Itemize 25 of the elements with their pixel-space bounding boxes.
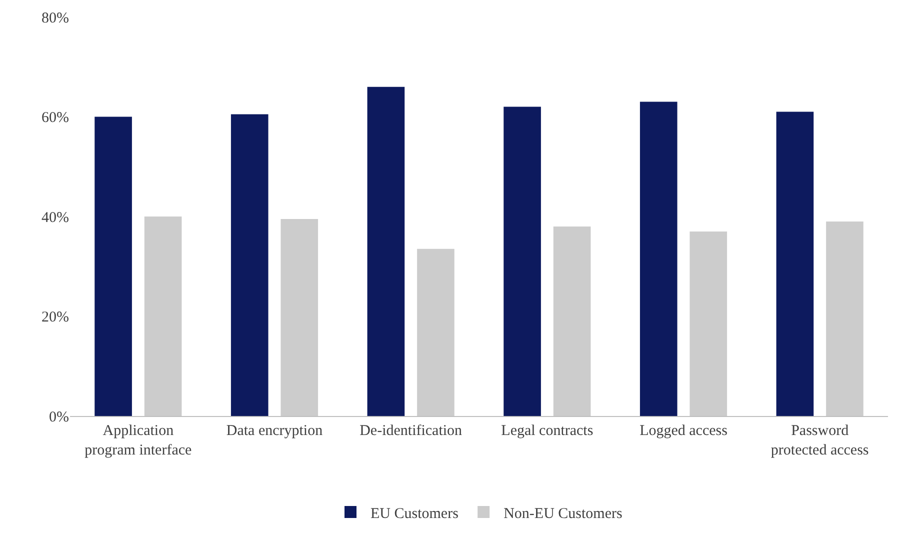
bar	[417, 248, 454, 416]
x-tick-label: Logged access	[640, 423, 728, 439]
bar	[826, 221, 864, 416]
bar	[640, 102, 678, 416]
legend-label: EU Customers	[370, 506, 459, 522]
legend-label: Non-EU Customers	[504, 506, 622, 522]
y-tick-label: 40%	[42, 210, 69, 226]
bar	[144, 216, 182, 416]
x-tick-label: Data encryption	[226, 423, 324, 439]
bar	[230, 114, 268, 416]
y-tick-label: 0%	[49, 409, 69, 426]
x-tick-label: Legal contracts	[501, 423, 594, 439]
x-tick-label: Application program interface	[84, 423, 192, 458]
y-tick-label: 80%	[42, 10, 69, 26]
y-tick-label: 20%	[42, 310, 69, 326]
bar	[504, 106, 541, 416]
bar	[367, 86, 405, 416]
bar	[690, 231, 728, 416]
bar	[776, 112, 814, 416]
x-tick-label: De-identification	[360, 423, 463, 439]
bar	[280, 218, 318, 416]
bar	[553, 226, 591, 416]
bar	[94, 116, 132, 416]
x-tick-label: Password protected access	[770, 423, 869, 458]
y-tick-label: 60%	[42, 110, 69, 126]
